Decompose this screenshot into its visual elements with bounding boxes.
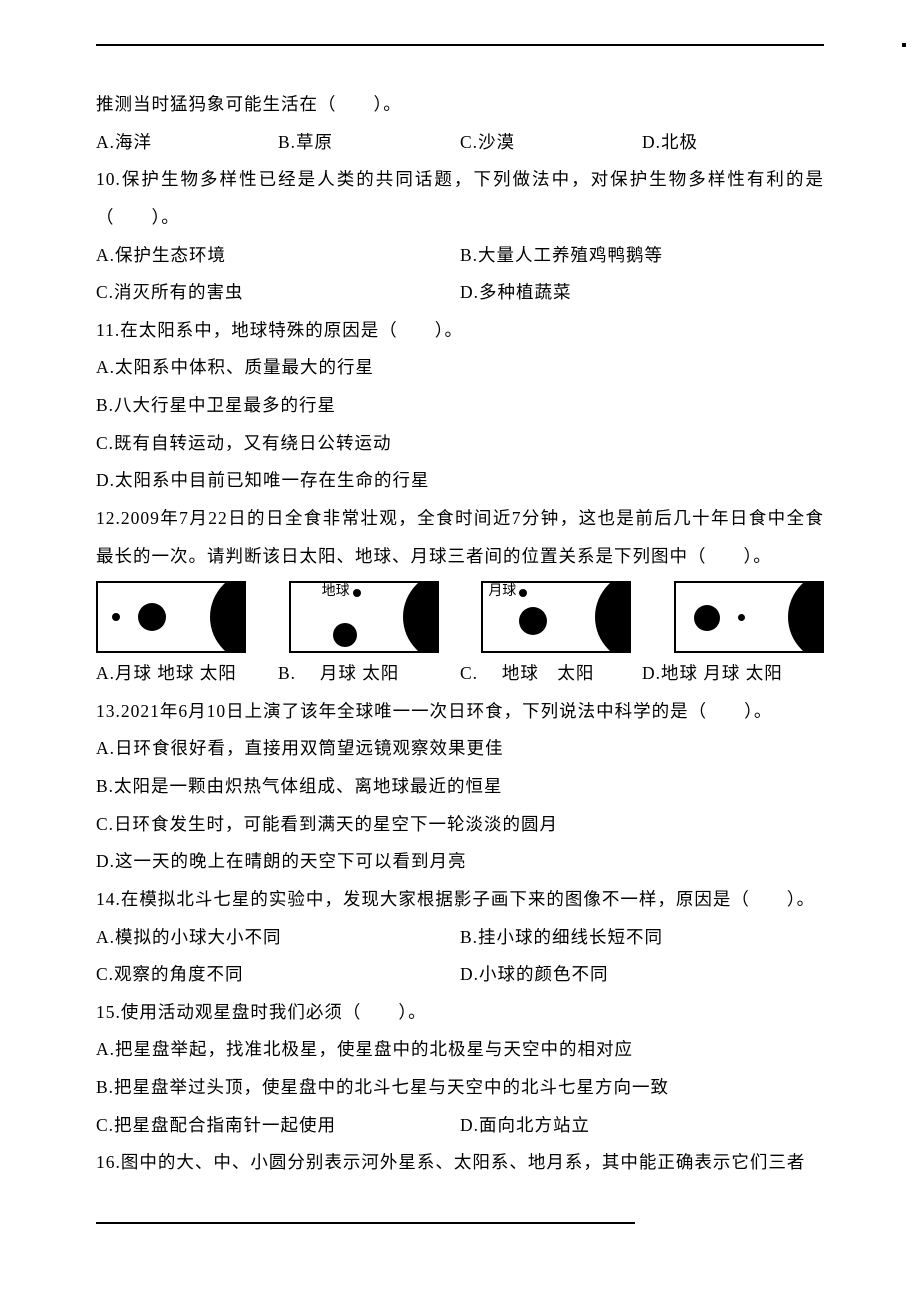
- q12-diagrams: 地球 月球: [96, 581, 824, 653]
- q12-option-labels: A.月球 地球 太阳 B. 月球 太阳 C. 地球 太阳 D.地球 月球 太阳: [96, 655, 824, 693]
- q13-stem: 13.2021年6月10日上演了该年全球唯一一次日环食，下列说法中科学的是（ ）…: [96, 693, 824, 731]
- q10-opt-c: C.消灭所有的害虫: [96, 274, 460, 312]
- arc-icon: [403, 581, 439, 653]
- circle-icon: [333, 623, 357, 647]
- q11-opt-d: D.太阳系中目前已知唯一存在生命的行星: [96, 462, 824, 500]
- bottom-rule: [96, 1222, 635, 1224]
- q10-opt-d: D.多种植蔬菜: [460, 274, 824, 312]
- circle-icon: [694, 605, 720, 631]
- arc-icon: [595, 581, 631, 653]
- q12-opt-b: B. 月球 太阳: [278, 655, 460, 693]
- q12-diagram-c-label: 月球: [487, 585, 517, 599]
- q10-opt-b: B.大量人工养殖鸡鸭鹅等: [460, 237, 824, 275]
- top-rule: [96, 44, 824, 46]
- q12-diagram-c: 月球: [481, 581, 631, 653]
- q10-options: A.保护生态环境 B.大量人工养殖鸡鸭鹅等 C.消灭所有的害虫 D.多种植蔬菜: [96, 237, 824, 312]
- arc-icon: [210, 581, 246, 653]
- q15-opt-a: A.把星盘举起，找准北极星，使星盘中的北极星与天空中的相对应: [96, 1031, 824, 1069]
- q11-stem: 11.在太阳系中，地球特殊的原因是（ ）。: [96, 312, 824, 350]
- dot-icon: [738, 614, 745, 621]
- q15-opt-c: C.把星盘配合指南针一起使用: [96, 1107, 460, 1145]
- circle-icon: [138, 603, 166, 631]
- q9-opt-d: D.北极: [642, 124, 824, 162]
- q12-diagram-b-label: 地球: [321, 585, 351, 599]
- q13-opt-d: D.这一天的晚上在晴朗的天空下可以看到月亮: [96, 843, 824, 881]
- q13-opt-c: C.日环食发生时，可能看到满天的星空下一轮淡淡的圆月: [96, 806, 824, 844]
- dot-icon: [353, 589, 361, 597]
- q11-opt-c: C.既有自转运动，又有绕日公转运动: [96, 425, 824, 463]
- q12-opt-a: A.月球 地球 太阳: [96, 655, 278, 693]
- corner-dot-icon: [902, 43, 906, 47]
- q12-stem: 12.2009年7月22日的日全食非常壮观，全食时间近7分钟，这也是前后几十年日…: [96, 500, 824, 575]
- q14-options: A.模拟的小球大小不同 B.挂小球的细线长短不同 C.观察的角度不同 D.小球的…: [96, 919, 824, 994]
- q13-opt-a: A.日环食很好看，直接用双筒望远镜观察效果更佳: [96, 730, 824, 768]
- q12-diagram-b: 地球: [289, 581, 439, 653]
- q9-opt-a: A.海洋: [96, 124, 278, 162]
- q10-stem: 10.保护生物多样性已经是人类的共同话题，下列做法中，对保护生物多样性有利的是（…: [96, 161, 824, 236]
- q15-stem: 15.使用活动观星盘时我们必须（ ）。: [96, 994, 824, 1032]
- q14-stem: 14.在模拟北斗七星的实验中，发现大家根据影子画下来的图像不一样，原因是（ ）。: [96, 881, 824, 919]
- q12-opt-d: D.地球 月球 太阳: [642, 655, 824, 693]
- q12-diagram-a: [96, 581, 246, 653]
- q10-opt-a: A.保护生态环境: [96, 237, 460, 275]
- dot-icon: [112, 613, 120, 621]
- q12-diagram-d: [674, 581, 824, 653]
- q9-options: A.海洋 B.草原 C.沙漠 D.北极: [96, 124, 824, 162]
- q14-opt-a: A.模拟的小球大小不同: [96, 919, 460, 957]
- q13-opt-b: B.太阳是一颗由炽热气体组成、离地球最近的恒星: [96, 768, 824, 806]
- q11-opt-b: B.八大行星中卫星最多的行星: [96, 387, 824, 425]
- q15-options-cd: C.把星盘配合指南针一起使用 D.面向北方站立: [96, 1107, 824, 1145]
- q12-opt-c: C. 地球 太阳: [460, 655, 642, 693]
- q11-opt-a: A.太阳系中体积、质量最大的行星: [96, 349, 824, 387]
- q14-opt-d: D.小球的颜色不同: [460, 956, 824, 994]
- q16-stem-fragment: 16.图中的大、中、小圆分别表示河外星系、太阳系、地月系，其中能正确表示它们三者: [96, 1144, 824, 1182]
- q14-opt-b: B.挂小球的细线长短不同: [460, 919, 824, 957]
- dot-icon: [519, 589, 527, 597]
- q15-opt-d: D.面向北方站立: [460, 1107, 824, 1145]
- circle-icon: [519, 607, 547, 635]
- q15-opt-b: B.把星盘举过头顶，使星盘中的北斗七星与天空中的北斗七星方向一致: [96, 1069, 824, 1107]
- q14-opt-c: C.观察的角度不同: [96, 956, 460, 994]
- q9-opt-b: B.草原: [278, 124, 460, 162]
- arc-icon: [788, 581, 824, 653]
- q9-opt-c: C.沙漠: [460, 124, 642, 162]
- q9-stem-fragment: 推测当时猛犸象可能生活在（ ）。: [96, 86, 824, 124]
